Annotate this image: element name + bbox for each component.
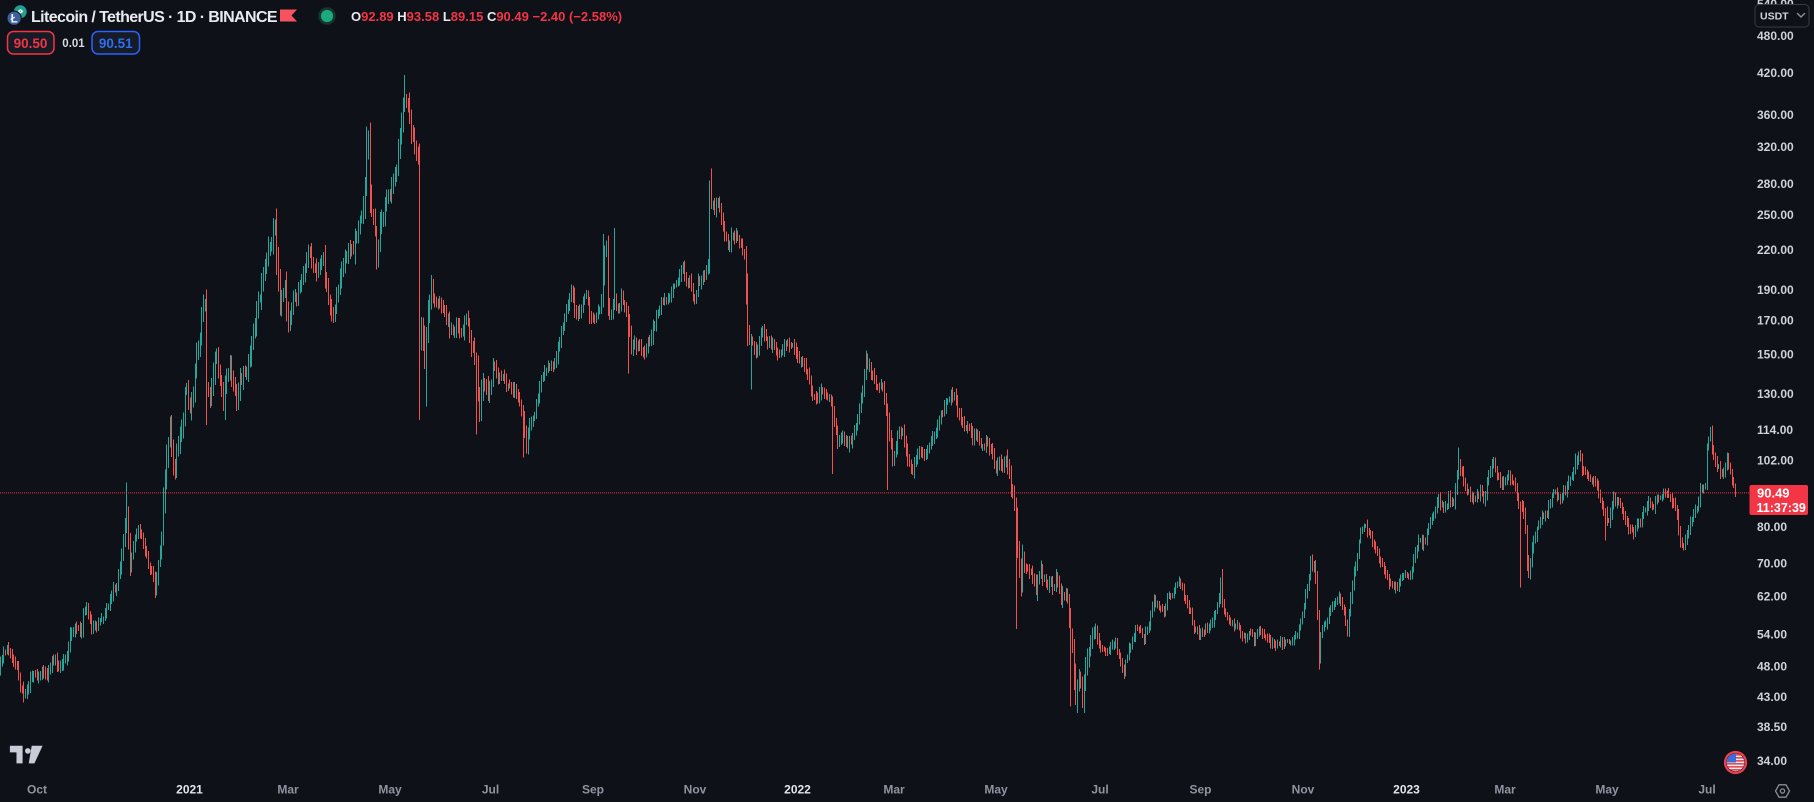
svg-text:38.50: 38.50: [1757, 720, 1787, 734]
svg-text:280.00: 280.00: [1757, 177, 1794, 191]
svg-text:130.00: 130.00: [1757, 387, 1794, 401]
svg-text:Mar: Mar: [883, 783, 905, 797]
svg-text:250.00: 250.00: [1757, 208, 1794, 222]
svg-text:114.00: 114.00: [1757, 423, 1793, 437]
svg-text:Mar: Mar: [1494, 783, 1516, 797]
svg-text:O92.89 H93.58 L89.15 C90.49 −2: O92.89 H93.58 L89.15 C90.49 −2.40 (−2.58…: [351, 9, 622, 24]
svg-text:190.00: 190.00: [1757, 283, 1794, 297]
svg-text:480.00: 480.00: [1757, 29, 1794, 43]
svg-text:11:37:39: 11:37:39: [1757, 501, 1806, 515]
svg-text:USDT: USDT: [1760, 11, 1789, 23]
svg-text:2023: 2023: [1393, 783, 1420, 797]
svg-text:May: May: [984, 783, 1008, 797]
svg-text:54.00: 54.00: [1757, 627, 1787, 641]
svg-text:Jul: Jul: [1698, 783, 1715, 797]
svg-text:62.00: 62.00: [1757, 590, 1787, 604]
svg-text:360.00: 360.00: [1757, 108, 1794, 122]
svg-text:Jul: Jul: [482, 783, 499, 797]
svg-text:320.00: 320.00: [1757, 140, 1794, 154]
svg-text:2022: 2022: [784, 783, 811, 797]
svg-text:Mar: Mar: [277, 783, 299, 797]
svg-text:90.50: 90.50: [14, 36, 48, 51]
svg-text:0.01: 0.01: [62, 38, 85, 50]
svg-text:Sep: Sep: [1189, 783, 1211, 797]
svg-text:102.00: 102.00: [1757, 453, 1794, 467]
svg-text:May: May: [378, 783, 402, 797]
svg-text:34.00: 34.00: [1757, 754, 1787, 768]
svg-text:Jul: Jul: [1091, 783, 1108, 797]
svg-text:Ł: Ł: [11, 14, 18, 26]
svg-text:Oct: Oct: [27, 783, 47, 797]
svg-text:220.00: 220.00: [1757, 243, 1794, 257]
svg-text:90.51: 90.51: [99, 36, 133, 51]
svg-text:2021: 2021: [176, 783, 203, 797]
svg-text:48.00: 48.00: [1757, 660, 1787, 674]
svg-text:90.49: 90.49: [1757, 486, 1790, 501]
svg-text:420.00: 420.00: [1757, 66, 1794, 80]
svg-text:70.00: 70.00: [1757, 556, 1787, 570]
svg-text:Nov: Nov: [1292, 783, 1315, 797]
svg-text:170.00: 170.00: [1757, 313, 1794, 327]
svg-text:May: May: [1595, 783, 1619, 797]
svg-text:80.00: 80.00: [1757, 520, 1787, 534]
svg-text:Nov: Nov: [684, 783, 707, 797]
svg-text:150.00: 150.00: [1757, 348, 1794, 362]
svg-text:Litecoin / TetherUS · 1D · BIN: Litecoin / TetherUS · 1D · BINANCE: [31, 9, 278, 26]
svg-text:Sep: Sep: [582, 783, 604, 797]
svg-text:43.00: 43.00: [1757, 690, 1787, 704]
